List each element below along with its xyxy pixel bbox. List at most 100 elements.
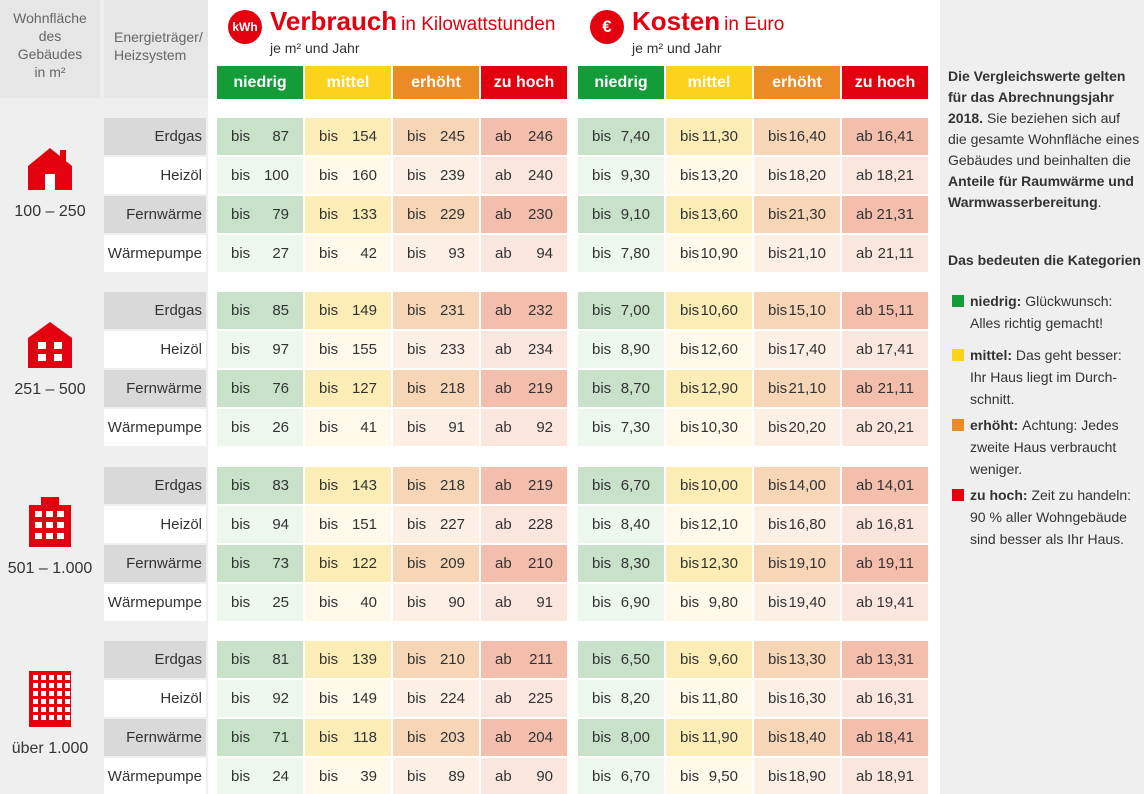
cell-value: 18,90: [788, 768, 826, 785]
kwh-cell-mittel: bis 118: [305, 719, 391, 756]
energy-source-label: Wärmepumpe: [104, 235, 206, 272]
cell-value: 40: [360, 594, 377, 611]
energy-source-label: Fernwärme: [104, 370, 206, 407]
cell-value: 18,41: [876, 729, 914, 746]
cost-cell-zuhoch: ab 16,81: [842, 506, 928, 543]
cell-value: 12,30: [700, 555, 738, 572]
area-header-line: in m²: [34, 64, 66, 80]
kwh-cell-zuhoch: ab 234: [481, 331, 567, 368]
energy-source-label: Heizöl: [104, 680, 206, 717]
cell-prefix: bis: [319, 167, 339, 184]
cell-prefix: bis: [407, 302, 427, 319]
legend-label: erhöht:: [970, 417, 1023, 433]
legend-item-niedrig: niedrig: Glückwunsch: Alles richtig gema…: [948, 290, 1140, 334]
legend-swatch-erhoht: [952, 419, 964, 431]
cell-prefix: bis: [319, 729, 339, 746]
cell-value: 12,60: [700, 341, 738, 358]
legend-swatch-zuhoch: [952, 489, 964, 501]
cell-prefix: bis: [407, 245, 427, 262]
cost-cell-niedrig: bis 6,50: [578, 641, 664, 678]
cell-value: 160: [351, 167, 377, 184]
energy-source-label: Fernwärme: [104, 196, 206, 233]
side-intro-bold2: Anteile für Raumwärme und Warmwasserbere…: [948, 173, 1134, 210]
energy-source-label: Erdgas: [104, 641, 206, 678]
cell-value: 79: [272, 206, 289, 223]
cost-cell-erhoht: bis 21,30: [754, 196, 840, 233]
cell-value: 8,20: [620, 690, 650, 707]
cell-value: 21,10: [788, 245, 826, 262]
kwh-cell-niedrig: bis 27: [217, 235, 303, 272]
cell-value: 93: [448, 245, 465, 262]
side-intro: Die Vergleichswerte gelten für das Abrec…: [948, 66, 1140, 213]
kwh-cell-mittel: bis 39: [305, 758, 391, 794]
cell-value: 13,20: [700, 167, 738, 184]
cost-cell-zuhoch: ab 14,01: [842, 467, 928, 504]
kwh-cell-erhoht: bis 89: [393, 758, 479, 794]
cell-value: 8,90: [620, 341, 650, 358]
cell-prefix: bis: [768, 690, 788, 707]
side-intro-bold: Die Vergleichswerte gelten für das Abrec…: [948, 68, 1126, 126]
cell-prefix: ab: [856, 419, 873, 436]
kwh-cell-erhoht: bis 233: [393, 331, 479, 368]
cell-value: 149: [351, 302, 377, 319]
kwh-cell-mittel: bis 160: [305, 157, 391, 194]
cell-value: 16,30: [788, 690, 826, 707]
cell-prefix: bis: [592, 690, 612, 707]
cell-value: 24: [272, 768, 289, 785]
kwh-cell-niedrig: bis 79: [217, 196, 303, 233]
cell-value: 17,41: [876, 341, 914, 358]
consumption-unit: in Kilowattstunden: [401, 14, 556, 35]
cost-cell-zuhoch: ab 18,91: [842, 758, 928, 794]
cost-cell-niedrig: bis 8,20: [578, 680, 664, 717]
area-group-label: 251 – 500: [0, 320, 100, 399]
cell-prefix: bis: [592, 128, 612, 145]
cost-cell-zuhoch: ab 15,11: [842, 292, 928, 329]
cell-value: 26: [272, 419, 289, 436]
cell-prefix: bis: [319, 516, 339, 533]
kwh-cell-erhoht: bis 203: [393, 719, 479, 756]
cost-cell-mittel: bis 13,20: [666, 157, 752, 194]
cell-prefix: bis: [592, 594, 612, 611]
cost-cell-erhoht: bis 16,30: [754, 680, 840, 717]
cell-prefix: ab: [495, 516, 512, 533]
cost-cell-niedrig: bis 7,00: [578, 292, 664, 329]
energy-source-label: Erdgas: [104, 467, 206, 504]
cell-prefix: bis: [407, 477, 427, 494]
cell-value: 16,80: [788, 516, 826, 533]
cell-value: 10,00: [700, 477, 738, 494]
cell-prefix: bis: [319, 302, 339, 319]
cost-cell-erhoht: bis 19,40: [754, 584, 840, 621]
cell-value: 94: [536, 245, 553, 262]
cell-value: 9,60: [708, 651, 738, 668]
cost-cell-erhoht: bis 18,20: [754, 157, 840, 194]
cost-cell-mittel: bis 9,60: [666, 641, 752, 678]
kwh-cell-mittel: bis 149: [305, 680, 391, 717]
cell-prefix: bis: [680, 768, 700, 785]
cell-prefix: ab: [856, 594, 873, 611]
cell-prefix: bis: [768, 341, 788, 358]
cost-cell-erhoht: bis 17,40: [754, 331, 840, 368]
cost-cell-niedrig: bis 8,70: [578, 370, 664, 407]
cost-cell-mittel: bis 12,90: [666, 370, 752, 407]
euro-icon: €: [590, 10, 624, 44]
cell-prefix: bis: [231, 555, 251, 572]
cell-value: 209: [439, 555, 465, 572]
cell-value: 18,40: [788, 729, 826, 746]
cell-value: 143: [351, 477, 377, 494]
cell-prefix: bis: [680, 302, 700, 319]
cost-cell-niedrig: bis 7,30: [578, 409, 664, 446]
cell-prefix: bis: [231, 245, 251, 262]
cell-prefix: bis: [319, 206, 339, 223]
cell-value: 11,30: [701, 128, 738, 145]
cost-cell-mittel: bis 10,60: [666, 292, 752, 329]
cell-prefix: ab: [495, 594, 512, 611]
cell-prefix: bis: [231, 206, 251, 223]
cell-value: 21,31: [876, 206, 914, 223]
small-building-icon: [0, 320, 100, 373]
cell-value: 229: [439, 206, 465, 223]
cell-prefix: ab: [856, 302, 873, 319]
cell-prefix: ab: [495, 302, 512, 319]
kwh-cell-mittel: bis 154: [305, 118, 391, 155]
cell-prefix: bis: [592, 729, 612, 746]
kwh-cell-erhoht: bis 90: [393, 584, 479, 621]
